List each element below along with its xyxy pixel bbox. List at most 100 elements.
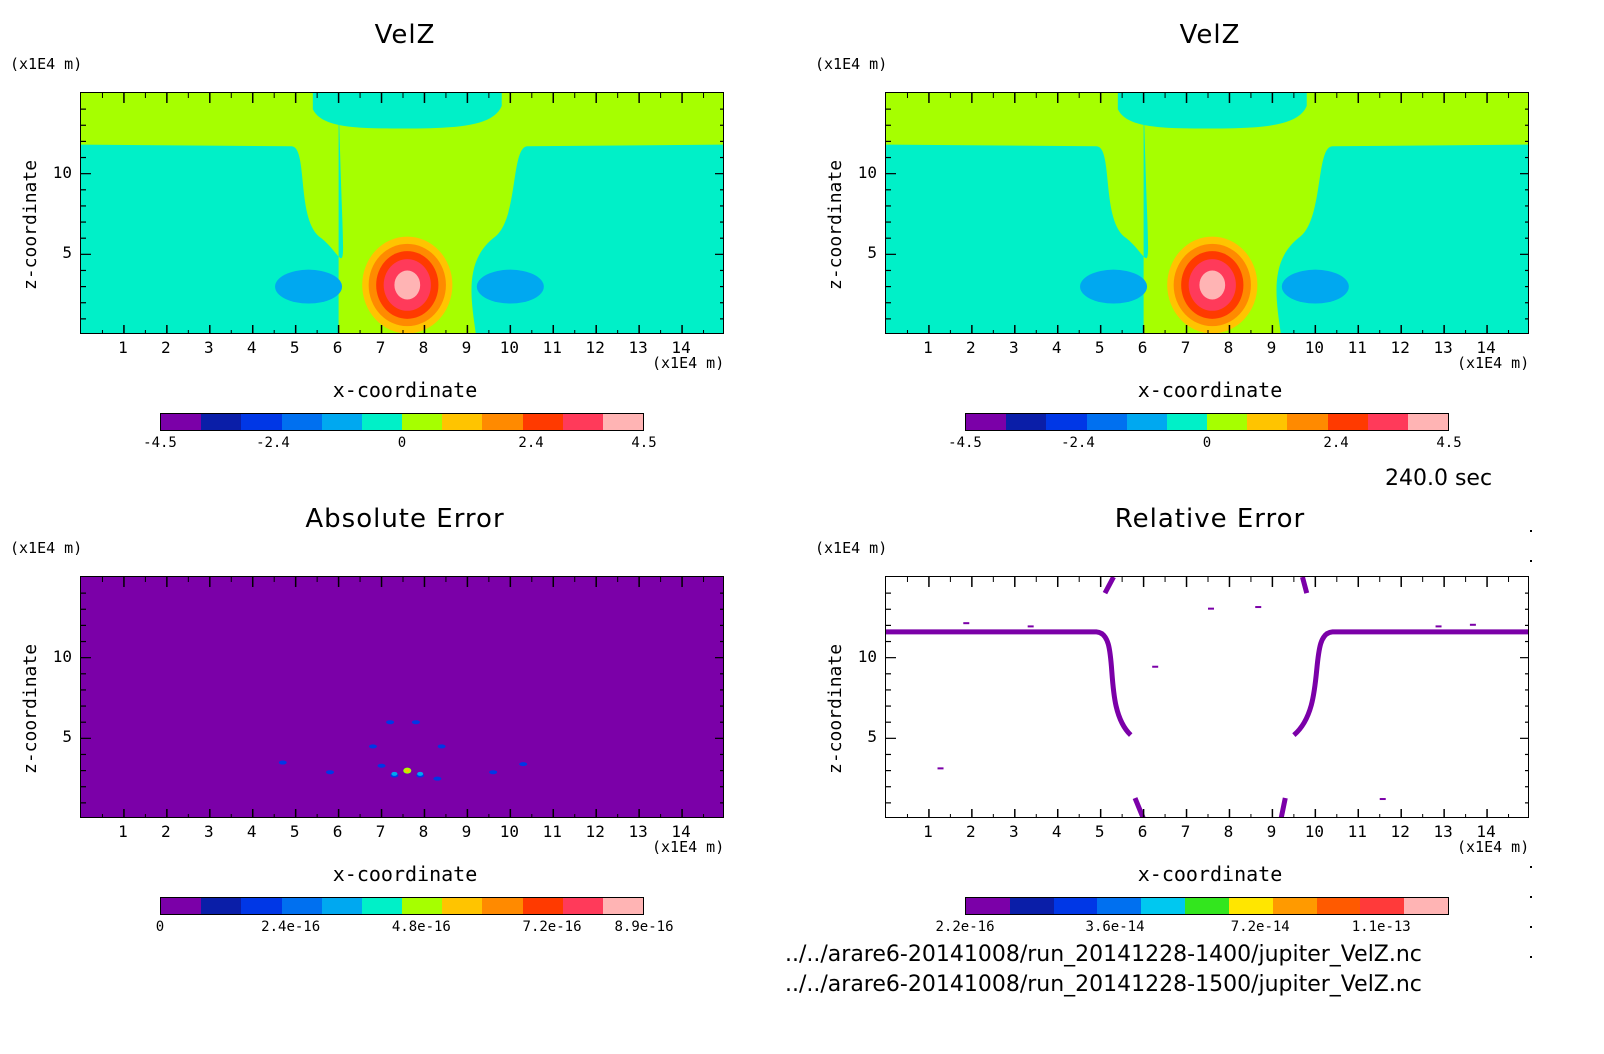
colorbar <box>965 413 1449 431</box>
colorbar-swatch <box>241 414 282 430</box>
x-axis-label: x-coordinate <box>332 378 478 402</box>
y-tick-label: 10 <box>52 162 72 182</box>
colorbar-swatch <box>1185 898 1229 914</box>
y-tick-label: 5 <box>867 727 877 747</box>
colorbar-label: 8.9e-16 <box>614 919 674 935</box>
error-band <box>1132 797 1288 817</box>
negative-region-left <box>81 93 344 333</box>
error-speck <box>1208 607 1214 610</box>
y-tick-label: 5 <box>62 727 72 747</box>
field-background <box>81 577 723 817</box>
error-speck <box>1027 625 1034 628</box>
error-band <box>1102 577 1310 595</box>
colorbar-swatch <box>1247 414 1288 430</box>
chart-panel: Absolute Error (x1E4 m) z-coordinate 1 2 3 4 5 6… <box>0 484 800 964</box>
y-tick-label: 5 <box>62 243 72 263</box>
error-speck <box>386 720 395 725</box>
y-tick-label: 10 <box>52 646 72 666</box>
chart-panel: VelZ (x1E4 m) z-coordinate 1 2 3 4 5 6 7 8 9 10 11 12 1… <box>0 0 800 480</box>
colorbar-swatch <box>361 898 403 914</box>
margin-dot <box>1530 530 1532 532</box>
x-tick-label: 11 <box>542 338 562 357</box>
x-unit-label: (x1E4 m) <box>652 838 725 856</box>
margin-dot <box>1530 896 1532 898</box>
file-path-1: ../../arare6-20141008/run_20141228-1400/… <box>785 942 1422 967</box>
x-tick-label: 7 <box>375 822 386 841</box>
colorbar-swatch <box>1327 414 1368 430</box>
error-speck <box>411 720 420 725</box>
colorbar-swatch <box>966 898 1010 914</box>
x-tick-label: 5 <box>289 338 300 357</box>
x-tick-label: 3 <box>203 822 214 841</box>
colorbar-swatch <box>321 898 362 914</box>
x-tick-label: 3 <box>1008 338 1019 357</box>
colorbar-swatch <box>281 414 322 430</box>
error-speck <box>433 776 442 781</box>
chart-title: Relative Error <box>1114 504 1306 534</box>
x-tick-label: 13 <box>1433 338 1453 357</box>
colorbar-swatch <box>1006 414 1047 430</box>
colorbar-swatch <box>1166 414 1208 430</box>
x-axis-label: x-coordinate <box>332 862 478 886</box>
downdraft-contour <box>1281 269 1349 304</box>
x-unit-label: (x1E4 m) <box>652 354 725 372</box>
colorbar-swatch <box>1097 898 1142 914</box>
chart-panel: Relative Error (x1E4 m) z-coordinate 1 2 3 4 5 6… <box>805 484 1604 964</box>
colorbar-swatch <box>482 898 523 914</box>
chart-title: Absolute Error <box>305 504 505 534</box>
x-tick-label: 11 <box>542 822 562 841</box>
error-speck <box>1152 665 1159 668</box>
x-tick-label: 9 <box>461 822 472 841</box>
y-axis-label: z-coordinate <box>825 159 846 290</box>
colorbar-swatch <box>1287 414 1328 430</box>
error-speck <box>1435 625 1442 628</box>
x-tick-label: 13 <box>628 338 648 357</box>
x-tick-label: 10 <box>1304 822 1324 841</box>
colorbar-label: -2.4 <box>1061 435 1095 451</box>
x-tick-label: 14 <box>671 338 691 357</box>
heatmap-svg <box>81 577 723 817</box>
x-tick-label: 9 <box>1266 822 1277 841</box>
downdraft-contour <box>1080 269 1148 304</box>
colorbar-swatch <box>1367 414 1408 430</box>
x-tick-label: 9 <box>461 338 472 357</box>
x-tick-label: 10 <box>1304 338 1324 357</box>
x-tick-label: 6 <box>1137 822 1148 841</box>
plot-area <box>885 576 1529 818</box>
colorbar-swatch <box>402 414 443 430</box>
error-speck <box>489 770 498 775</box>
x-tick-label: 3 <box>1008 822 1019 841</box>
x-tick-label: 4 <box>246 822 257 841</box>
x-tick-label: 12 <box>585 338 605 357</box>
colorbar-label: 0 <box>397 435 407 451</box>
colorbar-swatch <box>602 414 644 430</box>
colorbar-swatch <box>442 898 483 914</box>
colorbar-label: 2.4 <box>518 435 544 451</box>
colorbar-swatch <box>1316 898 1361 914</box>
colorbar-swatch <box>201 898 242 914</box>
y-axis-label: z-coordinate <box>825 643 846 774</box>
colorbar-label: 7.2e-16 <box>522 919 582 935</box>
margin-dot <box>1530 560 1532 562</box>
error-speck <box>519 762 528 767</box>
x-tick-label: 1 <box>923 822 933 841</box>
x-tick-label: 14 <box>1476 338 1496 357</box>
x-tick-label: 2 <box>161 338 171 357</box>
colorbar-swatch <box>966 414 1007 430</box>
error-speck <box>377 763 386 768</box>
error-band <box>1292 629 1528 738</box>
colorbar-swatch <box>482 414 523 430</box>
colorbar-swatch <box>1009 898 1054 914</box>
error-speck <box>326 770 335 775</box>
colorbar-swatch <box>1207 414 1248 430</box>
x-unit-label: (x1E4 m) <box>1457 354 1530 372</box>
margin-dot <box>1530 866 1532 868</box>
x-tick-label: 7 <box>1180 822 1191 841</box>
colorbar-swatch <box>1046 414 1087 430</box>
colorbar-label: 4.5 <box>1436 435 1462 451</box>
downdraft-contour <box>476 269 544 304</box>
x-tick-label: 2 <box>966 822 976 841</box>
colorbar-label: 1.1e-13 <box>1351 919 1411 935</box>
time-label: 240.0 sec <box>1385 466 1493 491</box>
x-axis-label: x-coordinate <box>1137 378 1283 402</box>
